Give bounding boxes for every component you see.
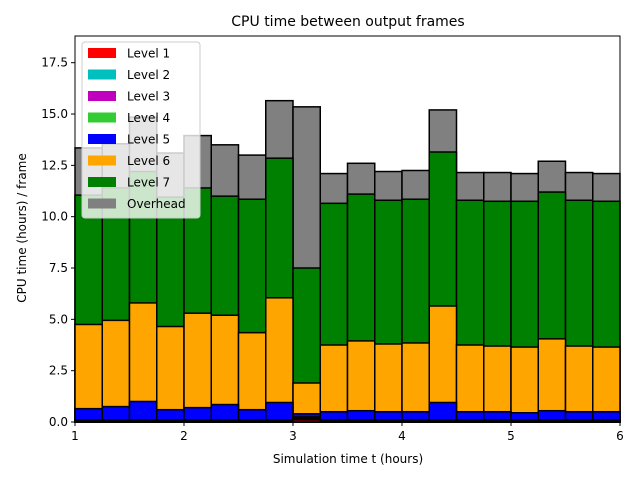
chart-title: CPU time between output frames: [231, 14, 464, 30]
bar-level-6-18: [564, 345, 594, 423]
legend-label: Level 5: [127, 133, 170, 147]
legend-swatch-level-2: [88, 69, 116, 80]
legend: Level 1 Level 2 Level 3 Level 4 Level 5 Level…: [81, 41, 201, 219]
x-tick-label: 2: [180, 429, 188, 443]
bar-level-6-15: [483, 345, 512, 423]
y-tick-label: 10.0: [41, 210, 68, 224]
y-tick-label: 12.5: [41, 158, 68, 172]
bar-level-6-10: [346, 340, 376, 423]
bar-level-6-19: [592, 346, 621, 423]
x-tick-label: 3: [289, 429, 297, 443]
legend-swatch-level-5: [88, 134, 116, 144]
y-tick-label: 17.5: [41, 56, 68, 70]
bar-level-6-9: [319, 344, 349, 423]
y-axis-label: CPU time (hours) / frame: [15, 153, 29, 303]
x-tick-label: 6: [616, 429, 624, 443]
y-tick-label: 2.5: [49, 364, 68, 378]
legend-label: Level 1: [127, 47, 170, 61]
legend-label: Level 7: [127, 176, 170, 190]
y-tick-label: 5.0: [49, 312, 68, 326]
bar-level-6-3: [156, 325, 185, 423]
legend-label: Level 2: [127, 68, 170, 82]
bar-level-6-6: [237, 331, 267, 423]
legend-swatch-level-3: [88, 91, 116, 101]
bar-level-6-16: [510, 346, 539, 423]
bar-level-5-13: [428, 401, 458, 423]
bar-level-6-14: [455, 344, 485, 423]
legend-label: Level 4: [127, 111, 170, 125]
legend-label: Overhead: [127, 197, 186, 211]
x-axis-label: Simulation time t (hours): [273, 452, 423, 466]
bar-level-6-0: [74, 323, 103, 423]
bars-layer: [74, 99, 621, 423]
plot-frame: [74, 35, 621, 423]
legend-swatch-level-7: [88, 177, 116, 187]
y-tick-label: 7.5: [49, 261, 68, 275]
bar-level-6-17: [537, 338, 567, 423]
legend-swatch-level-6: [88, 155, 116, 166]
bar-level-6-1: [101, 319, 131, 423]
bar-level-6-12: [401, 342, 430, 423]
legend-swatch-level-4: [88, 112, 116, 123]
x-tick-label: 1: [71, 429, 79, 443]
legend-swatch-level-1: [88, 48, 116, 58]
bar-level-5-2: [128, 400, 158, 423]
legend-swatch-overhead: [88, 198, 116, 209]
x-tick-label: 4: [398, 429, 406, 443]
y-tick-label: 0.0: [49, 415, 68, 429]
legend-label: Level 6: [127, 154, 170, 168]
axes-layer: 1 2 3 4 5 6 0.0 2.5 5.0 7.5 10.0 12.5 15.0 17.5: [41, 35, 624, 443]
bar-level-6-11: [374, 343, 403, 423]
legend-label: Level 3: [127, 90, 170, 104]
y-tick-label: 15.0: [41, 107, 68, 121]
bar-level-6-4: [183, 312, 212, 423]
bar-level-6-7: [265, 297, 294, 423]
x-tick-label: 5: [507, 429, 515, 443]
bar-level-5-7: [265, 401, 294, 423]
legend-box: [81, 41, 201, 219]
